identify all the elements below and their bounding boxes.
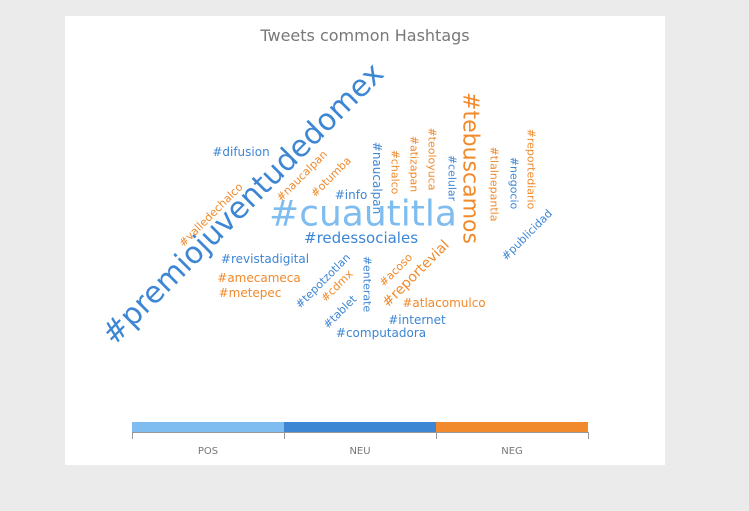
legend-label-neg: NEG	[501, 446, 523, 457]
chart-title: Tweets common Hashtags	[260, 26, 470, 45]
word-tebuscamos-2: #tebuscamos	[458, 92, 483, 244]
word-tlalnepantla-21: #tlalnepantla	[488, 147, 501, 222]
word-computadora-12: #computadora	[336, 326, 426, 340]
legend-swatch-neg	[436, 422, 588, 432]
word-atlacomulco-10: #atlacomulco	[402, 296, 485, 310]
legend-swatch-neu	[284, 422, 436, 432]
word-teoloyuca-19: #teoloyuca	[426, 127, 439, 190]
word-cloud: #premiojuventudedomex#cuautitla #tebuscam…	[95, 56, 555, 352]
word-cuautitla-1: #cuautitla	[269, 194, 457, 235]
word-chalco-17: #chalco	[389, 150, 402, 195]
word-redessociales-3: #redessociales	[304, 229, 418, 247]
legend-label-neu: NEU	[349, 446, 370, 457]
word-negocio-22: #negocio	[508, 157, 521, 210]
legend: POS NEU NEG	[132, 422, 589, 457]
word-naucalpan-13: #naucalpan	[370, 142, 384, 214]
chart-card: Tweets common Hashtags #premiojuventuded…	[65, 16, 665, 465]
word-revistadigital-7: #revistadigital	[221, 252, 309, 266]
word-internet-11: #internet	[388, 313, 446, 327]
word-reportediario-23: #reportediario	[525, 129, 538, 210]
word-difusion-5: #difusion	[212, 145, 269, 159]
word-metepec-9: #metepec	[219, 286, 282, 300]
word-info-6: #info	[335, 188, 368, 202]
legend-label-pos: POS	[198, 446, 218, 457]
legend-swatch-pos	[132, 422, 284, 432]
word-amecameca-8: #amecameca	[217, 271, 300, 285]
word-atizapan-18: #atizapan	[408, 136, 421, 193]
word-celular-20: #celular	[446, 155, 459, 202]
word-enterate-28: #enterate	[361, 256, 374, 313]
